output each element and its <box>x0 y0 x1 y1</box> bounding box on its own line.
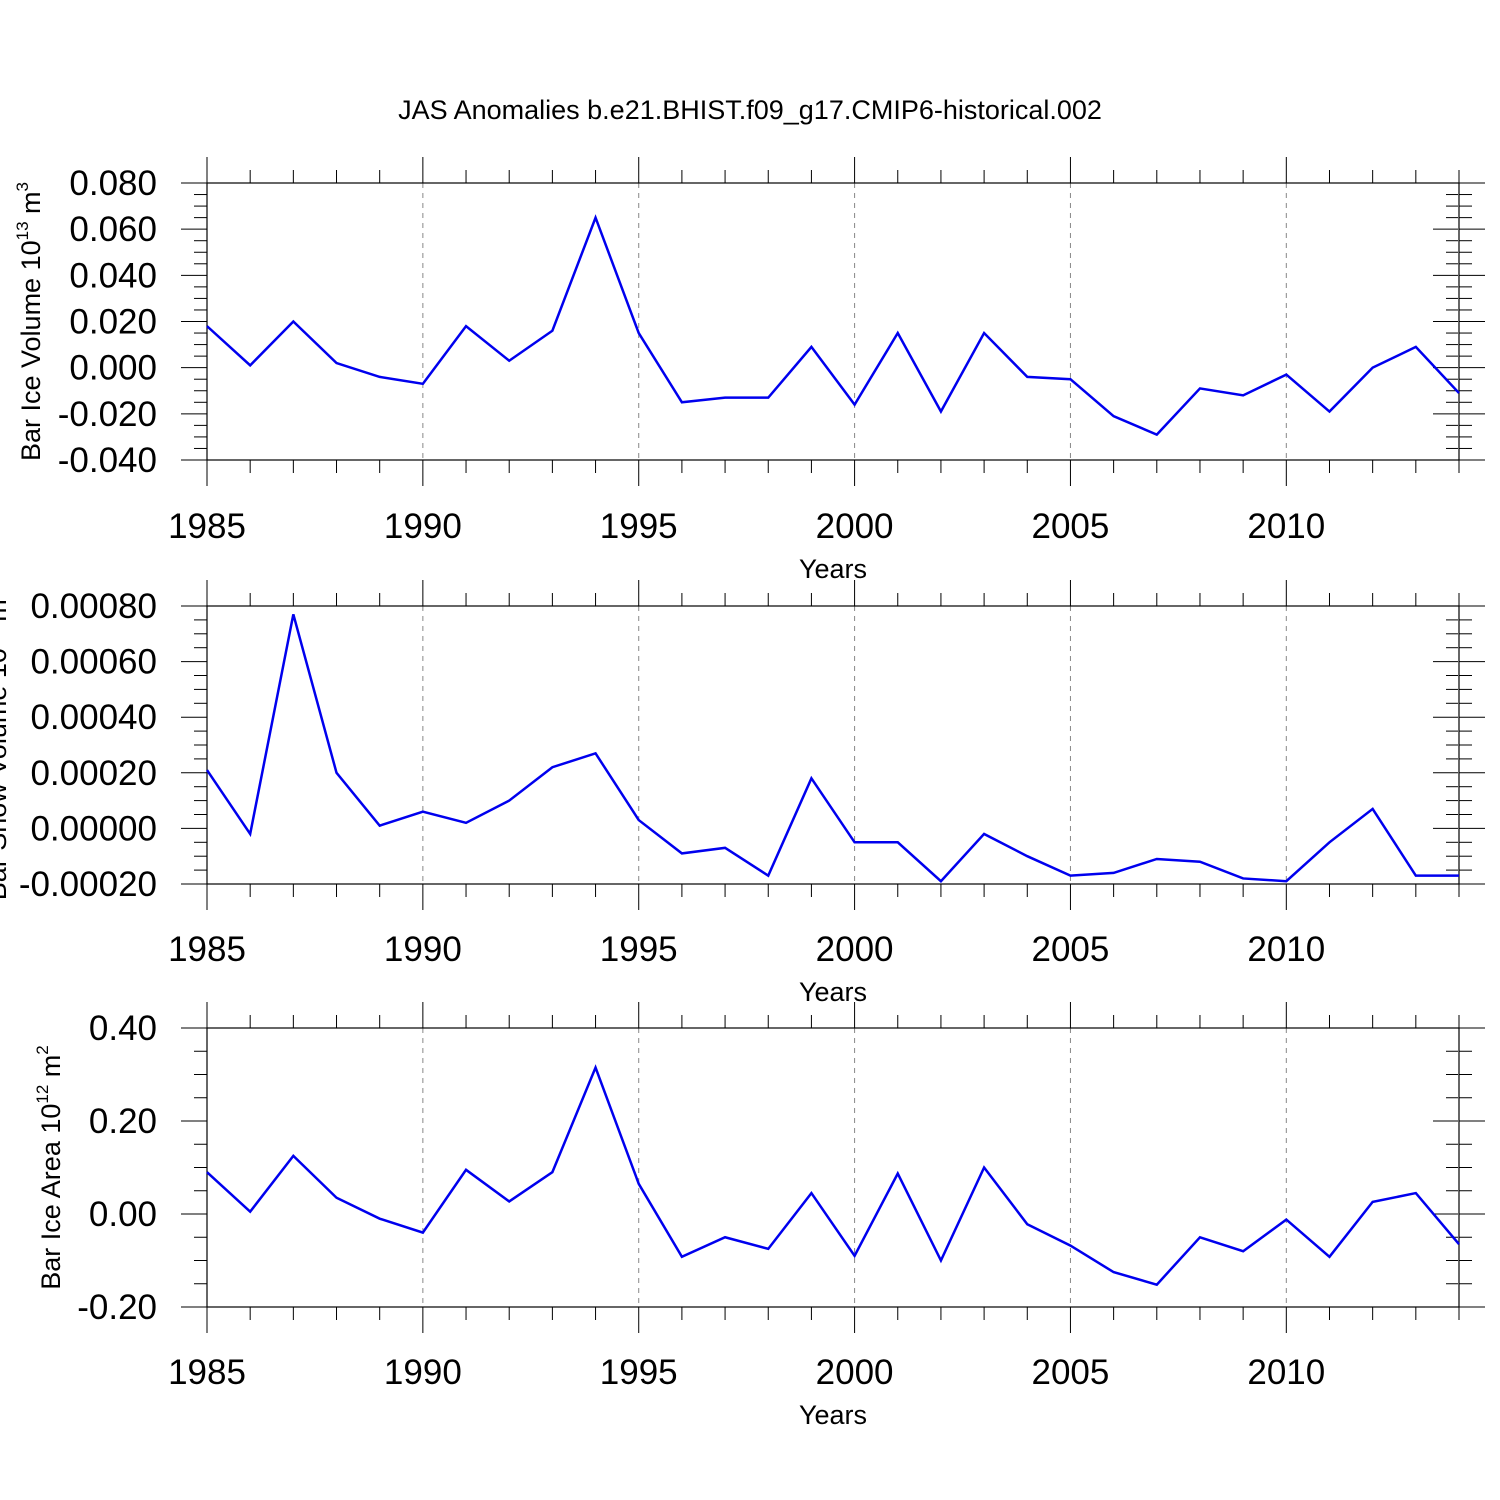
panel-1: -0.040 -0.020 0.000 0.020 0.040 0.060 0.080 198… <box>13 157 1485 584</box>
x-tick-label: 2010 <box>1247 507 1325 546</box>
x-axis-title: Years <box>799 977 867 1007</box>
x-tick-label: 2005 <box>1032 507 1110 546</box>
x-tick-label: 1990 <box>384 507 462 546</box>
x-tick-label: 2000 <box>816 507 894 546</box>
x-tick-label: 1985 <box>168 930 246 969</box>
x-tick-label: 1995 <box>600 930 678 969</box>
y-tick-label: 0.060 <box>69 210 157 249</box>
x-axis-title: Years <box>799 554 867 584</box>
figure-title: JAS Anomalies b.e21.BHIST.f09_g17.CMIP6-… <box>398 95 1102 125</box>
x-axis-title: Years <box>799 1400 867 1430</box>
x-tick-label: 1985 <box>168 507 246 546</box>
y-tick-label: 0.00040 <box>30 698 157 737</box>
y-axis-title: Bar Ice Area 1012 m2 <box>33 1045 66 1290</box>
y-tick-label: -0.040 <box>58 441 157 480</box>
x-tick-label: 2005 <box>1032 930 1110 969</box>
series-line <box>205 614 1459 883</box>
panel-2: -0.00020 0.00000 0.00020 0.00040 0.00060 0.00… <box>0 580 1485 1007</box>
y-axis-title: Bar Ice Volume 1013 m3 <box>13 182 46 461</box>
x-tick-label: 2000 <box>816 930 894 969</box>
plot-frame <box>206 1027 1460 1308</box>
y-axis-title: Bar Snow Volume 1013 m3 <box>0 590 12 901</box>
x-tick-label: 2005 <box>1032 1353 1110 1392</box>
y-tick-label: 0.40 <box>89 1009 157 1048</box>
x-tick-label: 1990 <box>384 930 462 969</box>
y-tick-label: 0.000 <box>69 349 157 388</box>
y-tick-label: 0.00020 <box>30 754 157 793</box>
y-tick-label: -0.20 <box>77 1288 157 1327</box>
x-tick-label: 2010 <box>1247 1353 1325 1392</box>
plot-frame <box>206 605 1460 885</box>
plot-frame <box>206 182 1460 461</box>
x-tick-label: 1995 <box>600 507 678 546</box>
x-tick-label: 2000 <box>816 1353 894 1392</box>
y-tick-label: 0.00060 <box>30 643 157 682</box>
y-tick-label: -0.00020 <box>19 865 157 904</box>
panel-3: -0.20 0.00 0.20 0.40 1985 1990 1995 2000 2005 201… <box>33 1002 1485 1430</box>
x-tick-label: 1995 <box>600 1353 678 1392</box>
x-tick-label: 1990 <box>384 1353 462 1392</box>
y-tick-label: 0.080 <box>69 164 157 203</box>
series-line <box>206 214 1460 437</box>
y-tick-label: 0.00080 <box>30 587 157 626</box>
y-tick-label: 0.00 <box>89 1195 157 1234</box>
x-tick-label: 2010 <box>1247 930 1325 969</box>
y-tick-label: 0.20 <box>89 1102 157 1141</box>
x-tick-label: 1985 <box>168 1353 246 1392</box>
series-line <box>206 1064 1460 1287</box>
y-tick-label: -0.020 <box>58 395 157 434</box>
y-tick-label: 0.020 <box>69 303 157 342</box>
panels: -0.040 -0.020 0.000 0.020 0.040 0.060 0.080 198… <box>0 157 1485 1430</box>
y-tick-label: 0.040 <box>69 256 157 295</box>
y-tick-label: 0.00000 <box>30 809 157 848</box>
